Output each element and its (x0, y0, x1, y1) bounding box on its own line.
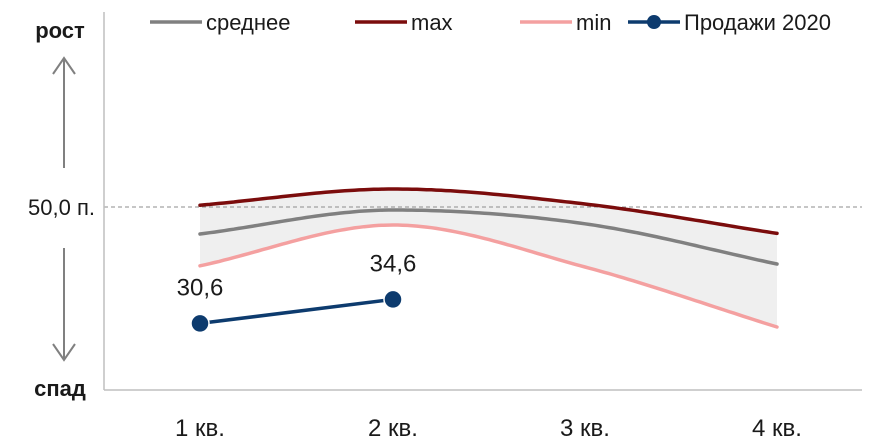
series-4-data-label: 30,6 (177, 274, 224, 301)
marker-layer: 30,6 34,6 (177, 250, 417, 334)
x-tick-label: 2 кв. (368, 415, 418, 441)
series-3-line (198, 223, 779, 329)
direction-arrows (52, 56, 76, 362)
series-layer (198, 187, 779, 329)
legend-label: min (576, 10, 611, 35)
x-tick-label: 4 кв. (752, 415, 802, 441)
legend-item: Продажи 2020 (628, 10, 831, 35)
x-tick-label: 1 кв. (175, 415, 225, 441)
legend-label: max (411, 10, 453, 35)
legend-label: среднее (206, 10, 290, 35)
x-tick-labels: 1 кв. 2 кв. 3 кв. 4 кв. (175, 415, 802, 441)
legend-marker (647, 15, 661, 29)
growth-label: рост (35, 18, 85, 43)
legend-item: среднее (150, 10, 290, 35)
series-4-line (199, 297, 394, 326)
reference-label: 50,0 п. (28, 195, 95, 220)
legend-item: max (355, 10, 453, 35)
legend-item: min (520, 10, 611, 35)
decline-label: спад (34, 376, 86, 401)
series-1-line (198, 208, 779, 266)
x-tick-label: 3 кв. (560, 415, 610, 441)
legend-label: Продажи 2020 (684, 10, 831, 35)
series-4-data-label: 34,6 (370, 250, 417, 277)
range-band-area (200, 189, 777, 327)
arrow-up-icon (52, 56, 76, 168)
arrow-down-icon (52, 248, 76, 362)
legend: среднее max min Продажи 2020 (150, 10, 831, 35)
range-band (200, 189, 777, 327)
series-2-line (198, 187, 779, 236)
series-4-point (190, 313, 210, 334)
series-4-point (383, 289, 403, 310)
